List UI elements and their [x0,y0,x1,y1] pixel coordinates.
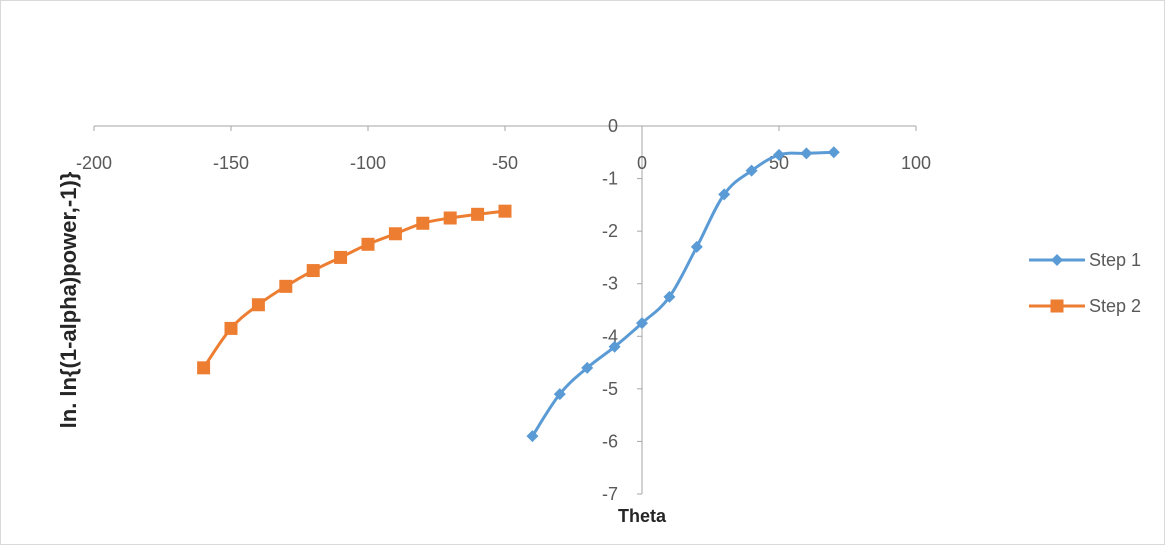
data-point-step-1 [636,317,648,330]
y-tick-label: -4 [602,326,618,346]
y-tick-label: -7 [602,484,618,504]
data-point-step-1 [663,290,676,303]
y-tick-label: 0 [608,116,618,136]
legend-item-step-1: Step 1 [1029,250,1141,270]
x-tick-label: 100 [901,153,931,173]
legend: Step 1 Step 2 [1029,250,1141,316]
data-point-step-2 [197,361,211,375]
data-point-step-2 [279,279,293,293]
data-point-step-1 [608,340,621,353]
y-tick-label: -1 [602,169,618,189]
data-point-step-2 [361,237,375,251]
data-point-step-1 [553,388,566,401]
series-line-step-1 [531,150,834,437]
series-line-step-2 [202,209,506,369]
series-layer [197,146,840,443]
x-tick-label: -200 [76,153,112,173]
data-point-step-2 [388,227,402,241]
x-axis-title: Theta [618,506,667,526]
data-point-step-2 [416,216,430,230]
data-point-step-2 [443,211,457,225]
y-tick-label: -2 [602,221,618,241]
data-point-step-2 [224,321,238,335]
y-tick-label: -3 [602,274,618,294]
data-point-step-1 [690,240,703,253]
data-point-step-2 [334,250,348,264]
data-point-step-1 [718,188,731,201]
y-tick-label: -5 [602,379,618,399]
legend-item-step-2: Step 2 [1029,296,1141,316]
x-tick-label: -100 [350,153,386,173]
y-tick-label: -6 [602,431,618,451]
x-tick-label: -50 [492,153,518,173]
legend-marker [1050,299,1064,313]
x-tick-label: -150 [213,153,249,173]
data-point-step-1 [800,147,813,160]
data-point-step-1 [581,361,594,374]
legend-label: Step 2 [1089,296,1141,316]
legend-marker [1051,254,1063,266]
data-point-step-1 [827,146,840,159]
series-step-1 [526,146,840,443]
data-point-step-1 [745,164,758,177]
data-point-step-2 [471,207,485,221]
data-point-step-1 [526,430,539,443]
data-point-step-2 [498,204,512,218]
y-axis-title: ln. ln{(1-alpha)power,-1)} [56,171,81,428]
data-point-step-2 [306,264,320,278]
x-tick-label: 0 [637,153,647,173]
legend-label: Step 1 [1089,250,1141,270]
data-point-step-1 [773,148,785,161]
data-point-step-2 [251,298,265,312]
series-step-2 [197,204,512,375]
